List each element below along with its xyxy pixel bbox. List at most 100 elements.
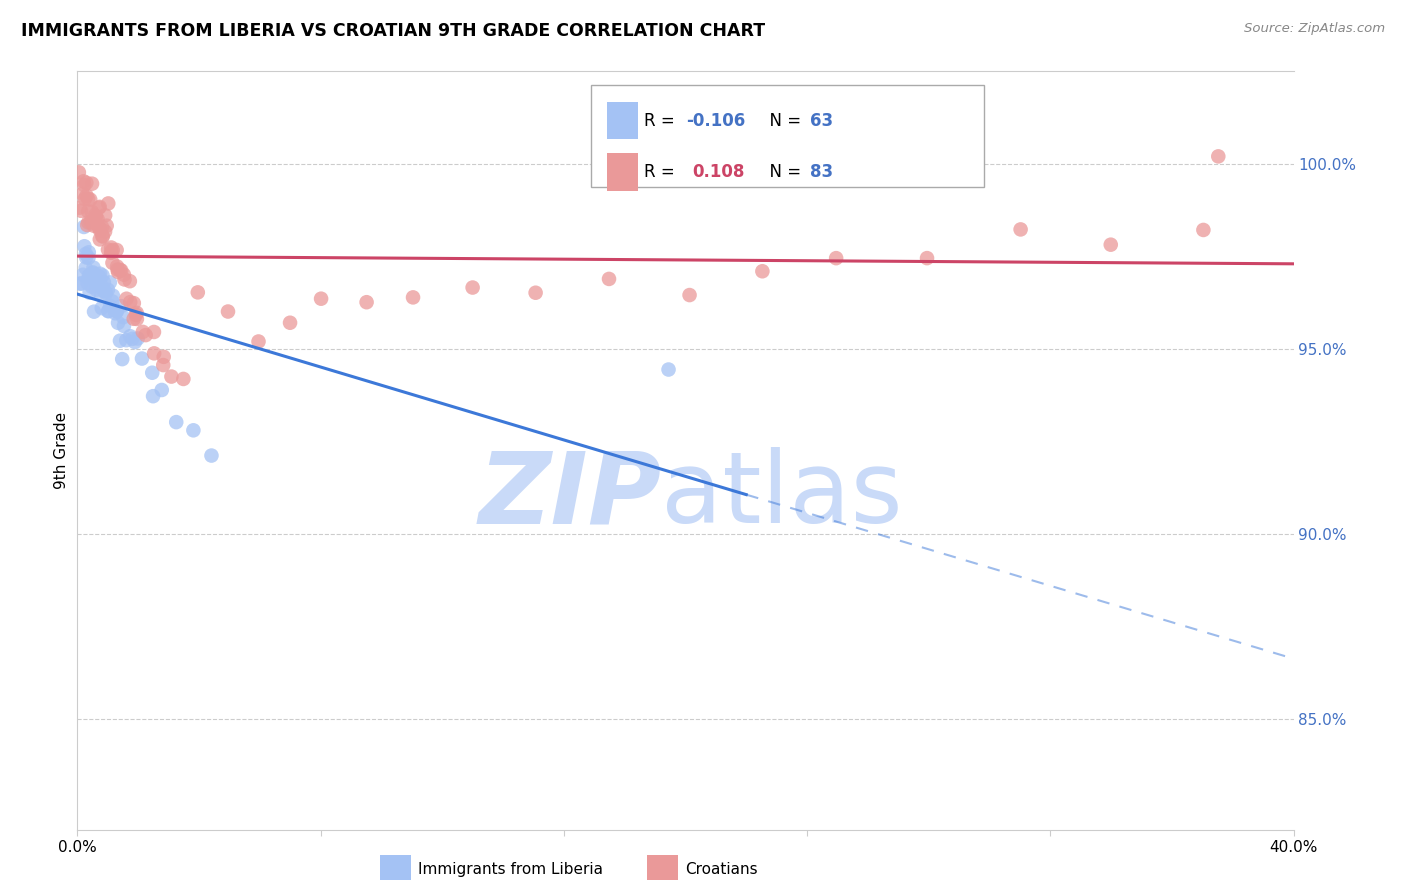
Point <box>120 329 142 343</box>
Point <box>112 310 135 325</box>
Point <box>132 325 155 339</box>
Point <box>165 415 187 429</box>
Point <box>678 288 700 302</box>
Point <box>112 268 135 282</box>
Point <box>108 263 131 277</box>
Point <box>108 334 131 348</box>
Point <box>83 304 105 318</box>
Point <box>93 275 115 289</box>
Point <box>87 269 110 284</box>
Point <box>402 290 425 304</box>
Text: Croatians: Croatians <box>685 863 758 877</box>
Point <box>105 260 128 274</box>
Point <box>97 196 120 211</box>
Point <box>356 295 378 310</box>
Point <box>97 304 120 318</box>
Text: 63: 63 <box>810 112 832 129</box>
Point <box>93 284 115 298</box>
Text: N =: N = <box>759 112 807 129</box>
Point <box>461 280 484 294</box>
Point <box>75 260 97 275</box>
Point <box>89 223 111 237</box>
Point <box>80 204 103 219</box>
Point <box>91 229 114 244</box>
Point <box>142 389 165 403</box>
Point <box>86 277 108 291</box>
Point <box>187 285 209 300</box>
Point <box>89 267 111 281</box>
Point <box>152 350 174 364</box>
Point <box>89 221 111 235</box>
Point <box>309 292 332 306</box>
Point <box>125 312 148 326</box>
Text: 83: 83 <box>810 163 832 181</box>
Point <box>73 239 96 253</box>
Point <box>72 186 94 201</box>
Point <box>115 292 138 306</box>
Point <box>98 276 121 290</box>
Point <box>77 215 100 229</box>
Point <box>83 275 105 289</box>
Point <box>72 174 94 188</box>
Point <box>825 251 848 265</box>
Point <box>118 274 141 288</box>
Point <box>101 256 124 270</box>
Point <box>76 218 98 232</box>
Point <box>77 268 100 283</box>
Point <box>101 294 124 309</box>
Point <box>751 264 773 278</box>
Point <box>72 268 94 282</box>
Point <box>915 251 938 265</box>
Point <box>80 279 103 293</box>
Point <box>94 208 117 222</box>
Point <box>122 296 145 310</box>
Point <box>127 331 149 345</box>
Point <box>77 251 100 265</box>
Point <box>524 285 547 300</box>
Point <box>100 240 122 254</box>
Text: R =: R = <box>644 112 681 129</box>
Text: N =: N = <box>759 163 807 181</box>
Point <box>90 288 112 302</box>
Point <box>100 245 122 260</box>
Point <box>86 212 108 227</box>
Point <box>105 243 128 257</box>
Point <box>76 276 98 290</box>
Point <box>77 204 100 219</box>
Point <box>247 334 270 349</box>
Point <box>67 165 90 179</box>
Point <box>73 178 96 192</box>
Point <box>93 284 115 298</box>
Text: -0.106: -0.106 <box>686 112 745 129</box>
Point <box>73 219 96 234</box>
Point <box>77 271 100 285</box>
Text: ZIP: ZIP <box>478 448 661 544</box>
Point <box>172 372 194 386</box>
Point <box>83 209 105 223</box>
Point <box>278 316 301 330</box>
Point <box>1010 222 1032 236</box>
Point <box>105 304 128 318</box>
Point <box>79 193 101 207</box>
Point <box>104 306 127 320</box>
Point <box>86 283 108 297</box>
Point <box>107 265 129 279</box>
Point <box>105 304 128 318</box>
Text: atlas: atlas <box>661 448 903 544</box>
Point <box>112 318 135 333</box>
Point <box>75 176 97 190</box>
Point <box>73 192 96 206</box>
Point <box>79 285 101 300</box>
Point <box>131 351 153 366</box>
Point <box>125 308 148 322</box>
Point <box>141 366 163 380</box>
Point <box>98 299 121 313</box>
Point <box>82 265 104 279</box>
Point <box>143 325 166 339</box>
Point <box>101 243 124 257</box>
Point <box>97 304 120 318</box>
Point <box>121 332 143 346</box>
Point <box>90 301 112 315</box>
Point <box>70 277 93 291</box>
Point <box>135 328 157 343</box>
